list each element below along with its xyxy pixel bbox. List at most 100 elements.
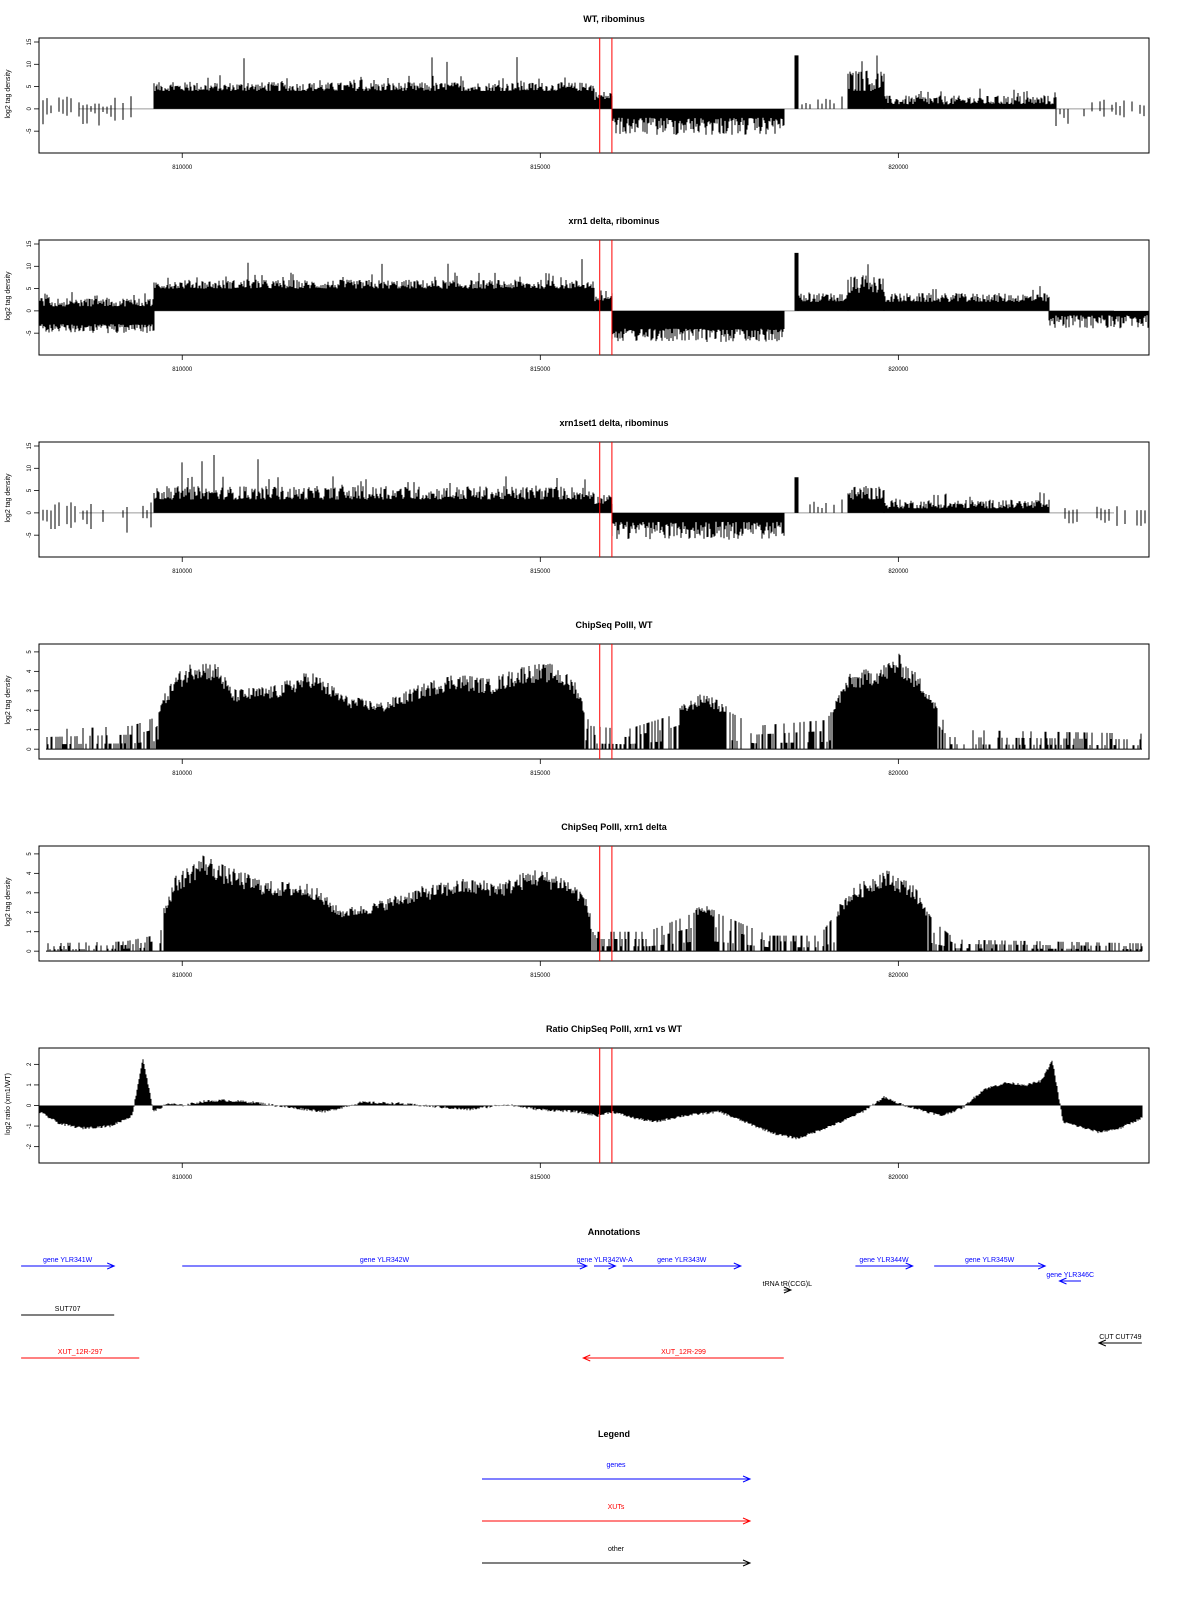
panel-1-xtick-label: 815000	[530, 165, 551, 171]
panel-3-title: xrn1set1 delta, ribominus	[559, 418, 668, 428]
panel-2-ytick-label: 0	[27, 309, 33, 313]
panel-2-signal-segment	[797, 292, 849, 311]
panel-5-ytick-label: 1	[27, 929, 33, 933]
annotation-track: CUT CUT749	[1097, 1334, 1142, 1347]
panel-3-ylabel: log2 tag density	[5, 473, 12, 523]
panel-6-ytick-label: -2	[27, 1143, 33, 1149]
annotation-label: gene YLR343W	[657, 1257, 707, 1264]
annotation-track: gene YLR344W	[855, 1257, 914, 1270]
legend-arrowhead	[742, 1559, 752, 1567]
panel-3-signal-segment	[847, 486, 885, 513]
panel-3-ytick-label: 5	[27, 488, 33, 492]
legend-arrowhead	[742, 1475, 752, 1483]
panel-3-xtick-label: 815000	[530, 569, 551, 575]
annotation-arrowhead	[1097, 1339, 1107, 1347]
panel-2-ytick-label: 15	[27, 240, 33, 247]
panel-3-ytick-label: 10	[27, 464, 33, 471]
panel-1-plot: -5 0 5 10 15 810000 815000 820000	[27, 38, 1145, 171]
panel-5-coverage	[47, 855, 1143, 952]
panel-3-signal-segment	[153, 455, 595, 513]
legend-label: other	[608, 1546, 625, 1553]
panel-2-ytick-label: 10	[27, 262, 33, 269]
panel-1-ytick-label: 10	[27, 60, 33, 67]
panel-6-ytick-label: -1	[27, 1123, 33, 1129]
annotation-track: XUT_12R-299	[581, 1349, 784, 1362]
panel-1-frame	[38, 37, 1150, 154]
panel-3-ytick-label: 0	[27, 511, 33, 515]
annotation-arrowhead	[106, 1262, 116, 1270]
annotation-arrowhead	[1037, 1262, 1047, 1270]
annotation-label: gene YLR345W	[965, 1257, 1015, 1264]
panel-1-title: WT, ribominus	[583, 14, 645, 24]
annotation-arrowhead	[579, 1262, 589, 1270]
panel-3-ytick-label: -5	[27, 532, 33, 538]
panel-3-frame	[38, 441, 1150, 558]
panel-4-xtick-label: 810000	[172, 771, 193, 777]
annotation-tracks: gene YLR341W gene YLR342W gene YLR342W-A ge…	[21, 1257, 1142, 1362]
annotation-track: XUT_12R-297	[21, 1349, 140, 1359]
annotations-title: Annotations	[588, 1227, 641, 1237]
panel-6-xtick-label: 820000	[888, 1175, 909, 1181]
annotation-label: gene YLR341W	[43, 1257, 93, 1264]
panel-1-ytick-label: 5	[27, 84, 33, 88]
panel-5-plot: 0 1 2 3 4 5 810000 815000 820000	[27, 846, 1143, 979]
panel-4-ytick-label: 3	[27, 688, 33, 692]
annotation-arrowhead	[783, 1286, 793, 1294]
panel-4-xtick-label: 820000	[888, 771, 909, 777]
panel-1-xtick-label: 820000	[888, 165, 909, 171]
panel-6-xtick-label: 815000	[530, 1175, 551, 1181]
annotation-label: SUT707	[55, 1306, 81, 1313]
panel-6-ylabel: log2 ratio (xrn1/WT)	[5, 1073, 12, 1135]
annotation-label: gene YLR344W	[859, 1257, 909, 1264]
panel-6-xtick-label: 810000	[172, 1175, 193, 1181]
panel-6-title: Ratio ChipSeq PolII, xrn1 vs WT	[546, 1024, 683, 1034]
panel-5-frame	[38, 845, 1150, 962]
panel-2-signal-segment	[883, 286, 1050, 311]
panel-1-signal-segment	[883, 88, 1057, 109]
annotation-arrowhead	[905, 1262, 914, 1270]
panel-4-coverage	[46, 653, 1142, 750]
annotation-track: gene YLR346C	[1046, 1272, 1094, 1285]
legend: genes XUTs other	[482, 1462, 752, 1567]
panel-1-signal-segment	[801, 96, 843, 109]
panel-5-ytick-label: 4	[27, 871, 33, 875]
annotation-label: XUT_12R-299	[661, 1349, 706, 1356]
panel-1-xtick-label: 810000	[172, 165, 193, 171]
annotation-label: CUT CUT749	[1099, 1334, 1141, 1341]
panel-1-signal-segment	[794, 55, 799, 109]
panel-6-ytick-label: 0	[27, 1103, 33, 1107]
panel-4-xtick-label: 815000	[530, 771, 551, 777]
annotation-label: tRNA tR(CCG)L	[763, 1281, 813, 1288]
annotation-arrowhead	[581, 1354, 591, 1362]
panel-2-signal-segment	[794, 252, 799, 311]
panel-3-signal-segment	[883, 492, 1050, 513]
panel-3-plot: -5 0 5 10 15 810000 815000 820000	[27, 442, 1150, 575]
panel-5-ytick-label: 2	[27, 910, 33, 914]
legend-arrowhead	[742, 1517, 752, 1525]
panel-2-signal-segment	[1048, 310, 1150, 329]
panel-5-xtick-label: 820000	[888, 973, 909, 979]
panel-3-signal-segment	[1064, 506, 1150, 526]
legend-label: genes	[606, 1462, 626, 1469]
panel-4-ylabel: log2 tag density	[5, 675, 12, 725]
legend-entry: XUTs	[482, 1504, 752, 1525]
panel-5-title: ChipSeq PolII, xrn1 delta	[561, 822, 668, 832]
panel-1-ytick-label: 15	[27, 38, 33, 45]
panel-4-ytick-label: 2	[27, 708, 33, 712]
panel-5-ytick-label: 0	[27, 949, 33, 953]
annotation-track: gene YLR343W	[622, 1257, 743, 1270]
annotation-label: gene YLR342W-A	[577, 1257, 633, 1264]
panel-3-signal-segment	[42, 502, 152, 533]
panel-6-ratio-area	[38, 1059, 1143, 1140]
panel-2-frame	[38, 239, 1150, 356]
panel-1-ytick-label: -5	[27, 128, 33, 134]
panel-2-xtick-label: 810000	[172, 367, 193, 373]
panel-2-signal-segment	[153, 259, 595, 311]
panel-4-ytick-label: 1	[27, 727, 33, 731]
panel-5-ytick-label: 5	[27, 852, 33, 856]
panel-2-title: xrn1 delta, ribominus	[568, 216, 659, 226]
panel-1-signal-segment	[1055, 108, 1085, 126]
panel-5-ytick-label: 3	[27, 890, 33, 894]
